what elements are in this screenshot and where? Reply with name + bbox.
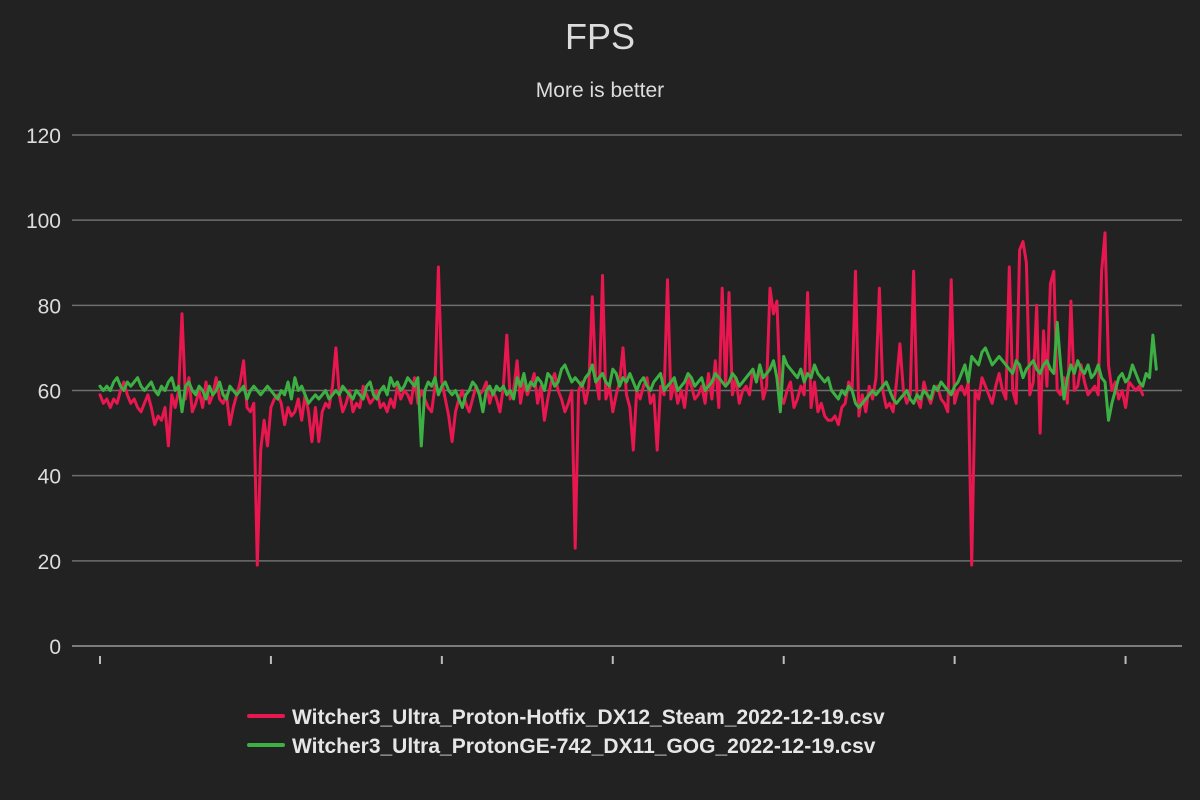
legend: Witcher3_Ultra_Proton-Hotfix_DX12_Steam_… [247,706,885,758]
y-tick-label-0: 0 [49,636,61,659]
y-tick-label-20: 20 [38,551,61,574]
y-tick-label-120: 120 [26,125,61,148]
y-tick-label-80: 80 [38,295,61,318]
y-axis-tick-labels: 0 20 40 60 80 100 120 [26,125,61,659]
series-line-1 [98,231,1145,567]
series-lines [98,231,1158,567]
chart-title: FPS [565,16,635,57]
chart-subtitle: More is better [536,79,664,102]
y-tick-label-60: 60 [38,381,61,404]
legend-label-2: Witcher3_Ultra_ProtonGE-742_DX11_GOG_202… [292,735,876,758]
y-tick-label-100: 100 [26,210,61,233]
y-tick-label-40: 40 [38,466,61,489]
x-axis-ticks [99,656,1127,664]
legend-label-1: Witcher3_Ultra_Proton-Hotfix_DX12_Steam_… [292,706,885,729]
series-line-2 [98,320,1158,448]
